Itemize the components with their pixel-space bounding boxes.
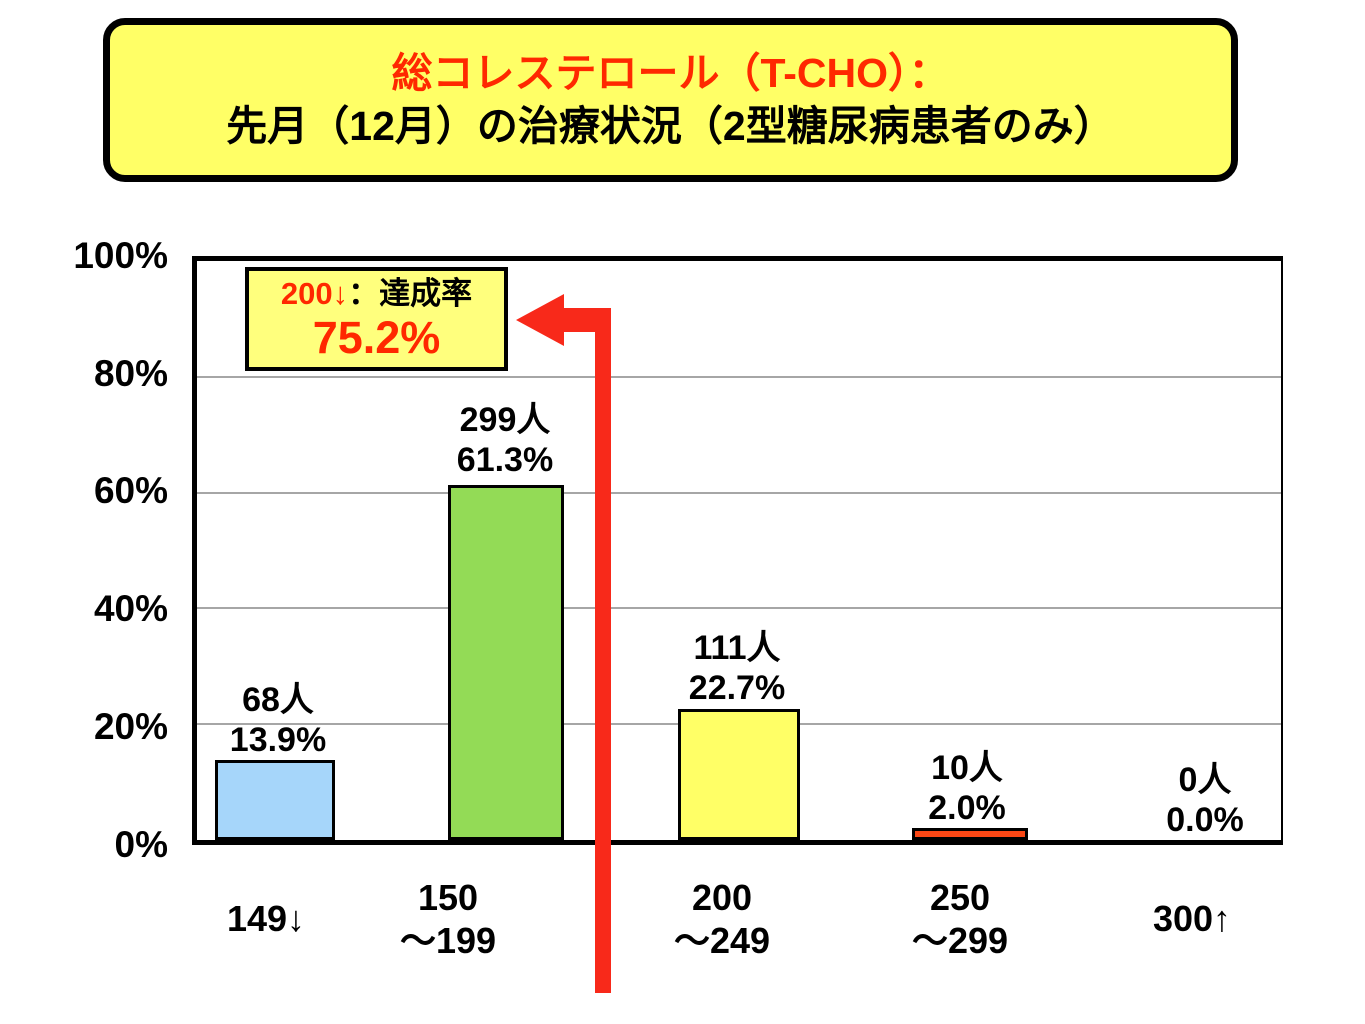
x-tick-line: 〜249: [673, 920, 771, 961]
achievement-callout-caption: 200↓：達成率: [281, 275, 472, 313]
count-label: 0人: [1178, 761, 1232, 799]
count-label: 299人: [459, 401, 551, 439]
percent-label: 0.0%: [1166, 801, 1244, 839]
gridline-40: [197, 607, 1281, 610]
x-tick-line: 300↑: [1152, 898, 1232, 939]
chart-title-line2: 先月（12月）の治療状況（2型糖尿病患者のみ）: [226, 103, 1115, 149]
achievement-rate-value: 75.2%: [312, 312, 441, 363]
x-tick-150-199: 150 〜199: [328, 876, 568, 962]
x-tick-200-249: 200 〜249: [602, 876, 842, 962]
bar-149-below: [215, 759, 335, 840]
y-tick-40: 40%: [93, 588, 168, 629]
y-tick-20: 20%: [93, 706, 168, 747]
bar-250-299: [912, 828, 1028, 840]
value-label-200-249: 111人 22.7%: [617, 628, 857, 708]
bar-200-249: [678, 708, 800, 840]
x-tick-line: 〜299: [911, 920, 1009, 961]
caption-label: ：達成率: [348, 276, 473, 311]
x-tick-300-above: 300↑: [1072, 897, 1312, 940]
percent-label: 61.3%: [456, 441, 554, 479]
value-label-250-299: 10人 2.0%: [847, 748, 1087, 828]
x-tick-250-299: 250 〜299: [840, 876, 1080, 962]
y-tick-0: 0%: [114, 824, 168, 865]
percent-label: 13.9%: [229, 721, 327, 759]
gridline-80: [197, 375, 1281, 378]
value-label-300-above: 0人 0.0%: [1085, 760, 1325, 840]
count-label: 68人: [242, 681, 314, 719]
x-tick-line: 149↓: [226, 898, 306, 939]
achievement-callout-box: 200↓：達成率 75.2%: [245, 267, 508, 371]
title-box: 総コレステロール（T-CHO）： 先月（12月）の治療状況（2型糖尿病患者のみ）: [103, 18, 1238, 182]
value-label-149-below: 68人 13.9%: [158, 680, 398, 760]
threshold-label: 200↓: [280, 276, 349, 311]
count-label: 111人: [693, 629, 781, 667]
count-label: 10人: [931, 749, 1003, 787]
gridline-60: [197, 491, 1281, 494]
y-tick-60: 60%: [93, 470, 168, 511]
bar-150-199: [448, 485, 564, 840]
x-tick-line: 200: [691, 877, 753, 918]
value-label-150-199: 299人 61.3%: [385, 400, 625, 480]
percent-label: 2.0%: [928, 789, 1006, 827]
chart-title-line1: 総コレステロール（T-CHO）：: [391, 50, 950, 96]
percent-label: 22.7%: [688, 669, 786, 707]
x-tick-line: 250: [929, 877, 991, 918]
x-tick-149-below: 149↓: [146, 897, 386, 940]
y-tick-100: 100%: [73, 235, 168, 276]
y-tick-80: 80%: [93, 353, 168, 394]
x-tick-line: 〜199: [399, 920, 497, 961]
x-tick-line: 150: [417, 877, 479, 918]
